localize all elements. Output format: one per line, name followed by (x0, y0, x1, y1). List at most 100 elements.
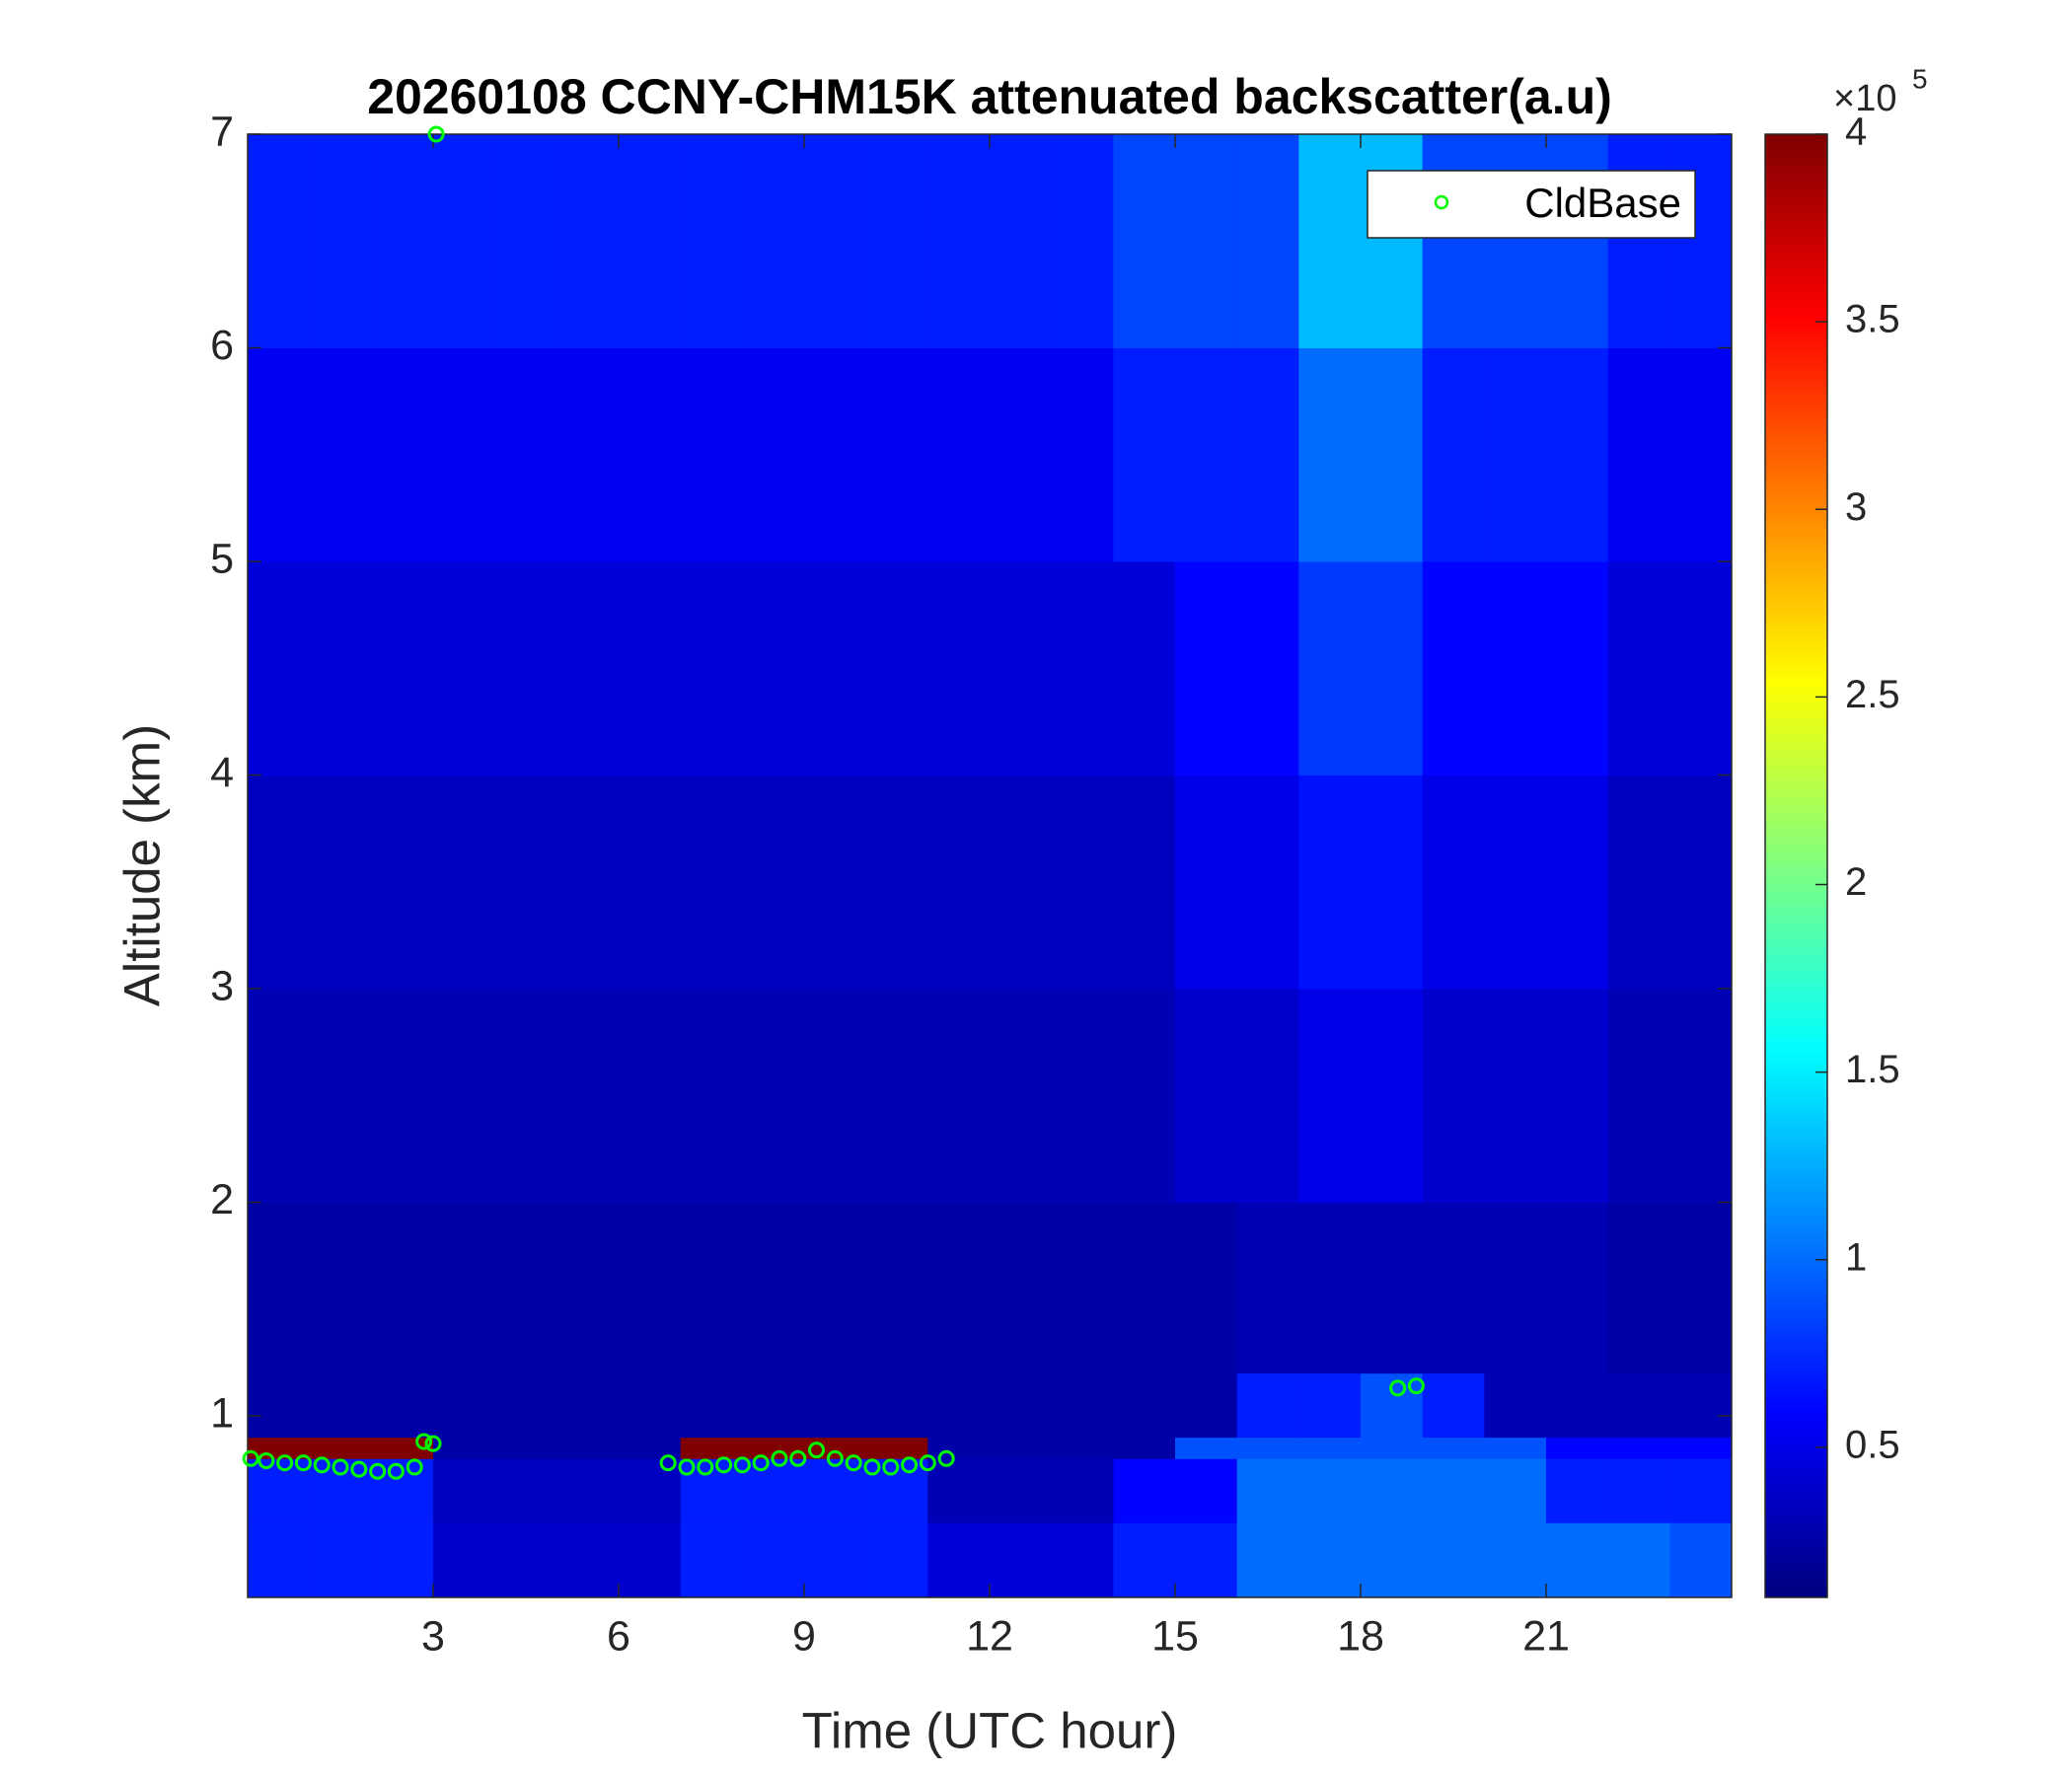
heat-cell (865, 1372, 928, 1439)
heat-cell (1546, 1458, 1609, 1523)
heat-cell (556, 560, 620, 776)
x-tick-label: 12 (966, 1612, 1013, 1660)
heat-cell (1236, 347, 1299, 562)
legend-box (1367, 170, 1696, 239)
heat-cell (865, 347, 928, 562)
heat-cell (1669, 988, 1733, 1203)
heat-cell (619, 988, 682, 1203)
heat-cell (556, 775, 620, 990)
heat-cell (680, 134, 743, 348)
heat-cell (1669, 134, 1733, 348)
heat-cell (1546, 1522, 1609, 1598)
heat-cell (1669, 775, 1733, 990)
colorbar-exponent: 5 (1912, 63, 1928, 94)
heat-cell (1298, 988, 1362, 1203)
heat-cell (1051, 775, 1114, 990)
heat-cell (556, 1202, 620, 1374)
heat-cell (990, 988, 1053, 1203)
heat-cell (1361, 1437, 1424, 1459)
cloud-base-point (715, 1456, 733, 1474)
heat-cell (1422, 775, 1485, 990)
heat-cell (1113, 347, 1176, 562)
heat-cell (494, 134, 557, 348)
heat-cell (927, 1437, 991, 1459)
heat-cell (1422, 1522, 1485, 1598)
heat-cell (990, 1458, 1053, 1523)
heat-cell (1051, 134, 1114, 348)
heat-cell (865, 988, 928, 1203)
cloud-base-point (332, 1458, 349, 1476)
heat-cell (990, 560, 1053, 776)
heat-cell (1113, 1372, 1176, 1439)
cloud-base-point (863, 1458, 881, 1476)
heat-cell (680, 1202, 743, 1374)
cloud-base-point (424, 1435, 442, 1452)
heat-cell (990, 1202, 1053, 1374)
cloud-base-point (242, 1449, 259, 1467)
y-tick-label: 1 (210, 1389, 234, 1437)
heat-cell (1298, 775, 1362, 990)
x-tick-label: 3 (421, 1612, 445, 1660)
heat-cell (1298, 1202, 1362, 1374)
heat-cell (248, 560, 311, 776)
heat-cell (990, 134, 1053, 348)
heat-cell (990, 775, 1053, 990)
heat-cell (1298, 560, 1362, 776)
heat-cell (680, 560, 743, 776)
legend-marker (1434, 194, 1449, 210)
heat-cell (927, 1458, 991, 1523)
heat-cell (1607, 134, 1670, 348)
heat-cell (433, 775, 496, 990)
heat-cell (804, 560, 867, 776)
heat-cell (865, 1522, 928, 1598)
x-tick-label: 6 (607, 1612, 630, 1660)
heat-cell (1422, 134, 1485, 348)
heat-cell (1236, 134, 1299, 348)
heat-cell (1051, 1458, 1114, 1523)
heat-cell (804, 775, 867, 990)
heat-cell (1113, 1437, 1176, 1459)
cloud-base-point (697, 1458, 714, 1476)
heat-cell (865, 1437, 928, 1459)
cloud-base-point (882, 1458, 900, 1476)
heatmap (248, 134, 1733, 1598)
heat-cell (1607, 1372, 1670, 1439)
heat-cell (309, 347, 372, 562)
heat-cell (1484, 1437, 1547, 1459)
y-tick-label: 7 (210, 108, 234, 155)
heat-cell (556, 1437, 620, 1459)
heat-cell (433, 347, 496, 562)
heat-cell (927, 1372, 991, 1439)
heat-cell (1484, 1202, 1547, 1374)
heat-cell (433, 1458, 496, 1523)
colorbar-tick-label: 2.5 (1845, 673, 1900, 716)
heat-cell (804, 1522, 867, 1598)
heat-cell (1607, 775, 1670, 990)
heat-cell (865, 775, 928, 990)
heat-cell (1669, 1372, 1733, 1439)
heat-cell (1361, 560, 1424, 776)
heat-cell (309, 1202, 372, 1374)
heat-cell (1051, 1522, 1114, 1598)
heat-cell (1422, 1202, 1485, 1374)
heat-cell (1175, 560, 1238, 776)
heat-cell (1113, 1522, 1176, 1598)
heat-cell (556, 1522, 620, 1598)
heat-cell (742, 560, 805, 776)
cloud-base-point (406, 1458, 423, 1476)
heat-cell (1484, 988, 1547, 1203)
heat-cell (371, 560, 434, 776)
cloud-base-point (276, 1454, 294, 1472)
heat-cell (494, 347, 557, 562)
heat-cell (1669, 1522, 1733, 1598)
cloud-base-point (427, 125, 445, 143)
colorbar-tick-label: 4 (1845, 111, 1867, 154)
colorbar-tick-label: 0.5 (1845, 1423, 1900, 1466)
colorbar-tick-label: 3 (1845, 485, 1867, 529)
heat-cell (1236, 988, 1299, 1203)
cloud-base-point (789, 1449, 807, 1467)
cloud-base-point (258, 1451, 275, 1469)
colorbar-tick-label: 2 (1845, 860, 1867, 904)
heat-cell (1484, 1522, 1547, 1598)
colorbar-tick-label: 1.5 (1845, 1048, 1900, 1091)
